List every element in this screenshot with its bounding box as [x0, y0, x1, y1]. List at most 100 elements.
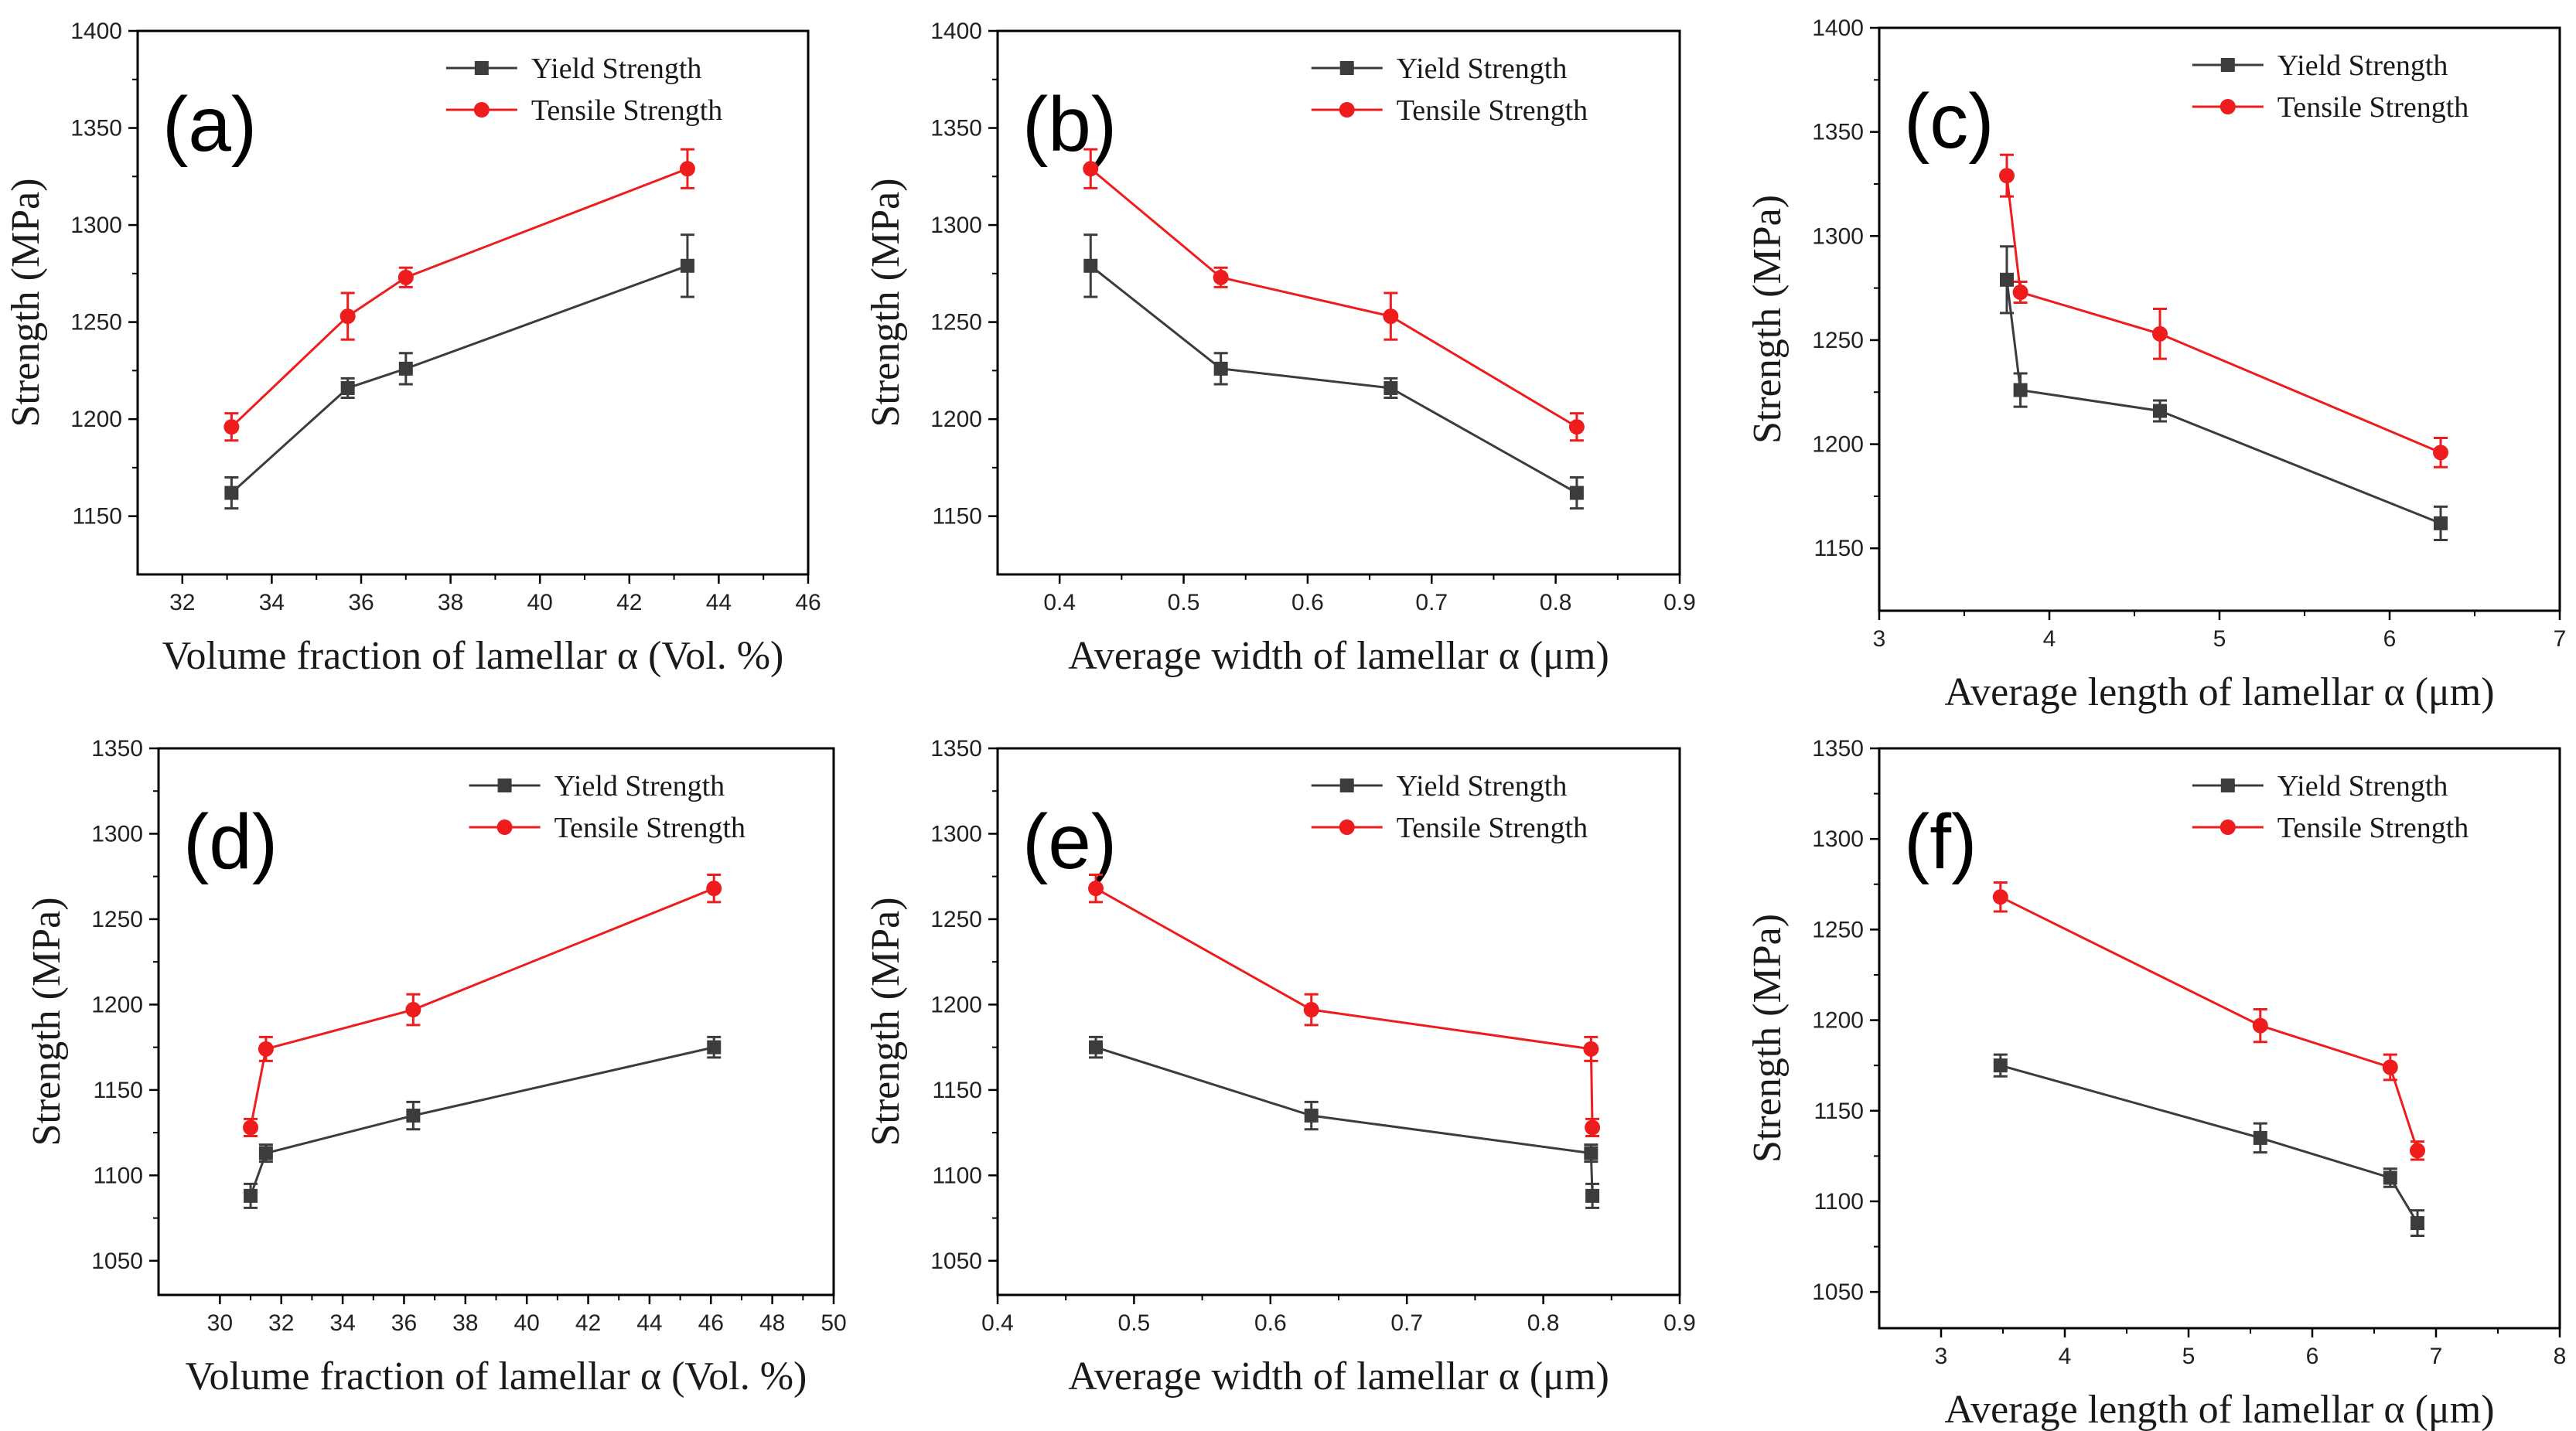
- tensile-point: [1083, 161, 1099, 177]
- x-tick-label: 0.4: [981, 1310, 1014, 1336]
- yield-point: [2000, 272, 2014, 287]
- y-tick-label: 1200: [1812, 1008, 1864, 1034]
- legend-label: Yield Strength: [1397, 53, 1568, 85]
- y-tick-label: 1400: [70, 19, 122, 44]
- legend-label: Tensile Strength: [531, 94, 722, 127]
- x-tick-label: 0.8: [1527, 1310, 1560, 1336]
- x-tick-label: 0.7: [1415, 590, 1448, 615]
- y-axis-title: Strength (MPa): [864, 897, 908, 1146]
- yield-point: [2434, 516, 2448, 530]
- x-tick-label: 0.9: [1663, 1310, 1696, 1336]
- x-axis-title: Volume fraction of lamellar α (Vol. %): [186, 1354, 807, 1399]
- yield-point: [1304, 1109, 1319, 1123]
- x-tick-label: 7: [2554, 626, 2567, 652]
- y-tick-label: 1050: [91, 1249, 143, 1274]
- yield-strength-line: [1090, 264, 1578, 494]
- legend-marker: [2219, 99, 2236, 114]
- yield-point: [2013, 383, 2028, 397]
- y-tick-label: 1350: [1812, 120, 1864, 145]
- y-axis-title: Strength (MPa): [1745, 195, 1790, 444]
- chart-panel-a: 32 34 36 38 40 42 44 46 1150 1200 1250 1300 1350 1400…: [4, 19, 821, 678]
- legend-label: Yield Strength: [531, 53, 702, 85]
- tensile-strength-line: [2000, 895, 2419, 1151]
- x-axis-title: Average width of lamellar α (μm): [1068, 634, 1609, 678]
- y-tick-label: 1350: [930, 736, 982, 761]
- panel-label: (e): [1022, 799, 1117, 885]
- plot-frame: [996, 29, 1681, 576]
- y-tick-label: 1350: [1812, 736, 1864, 761]
- x-tick-label: 44: [636, 1310, 662, 1336]
- tensile-point: [2012, 284, 2028, 300]
- chart-panel-b: 0.4 0.5 0.6 0.7 0.8 0.9 1150 1200 1250 1300 1350 14…: [864, 19, 1696, 678]
- x-tick-label: 0.5: [1168, 590, 1200, 615]
- y-tick-label: 1200: [930, 407, 982, 432]
- y-tick-label: 1100: [932, 1163, 982, 1188]
- x-tick-label: 3: [1873, 626, 1886, 652]
- x-tick-label: 3: [1935, 1344, 1948, 1369]
- y-tick-label: 1050: [930, 1249, 982, 1274]
- y-tick-label: 1300: [1812, 826, 1864, 852]
- y-tick-label: 1250: [930, 907, 982, 932]
- legend-marker: [473, 102, 490, 118]
- x-tick-label: 6: [2306, 1344, 2319, 1369]
- y-tick-label: 1300: [1812, 223, 1864, 249]
- legend-label: Yield Strength: [2277, 49, 2448, 82]
- x-tick-label: 0.8: [1540, 590, 1572, 615]
- yield-point: [398, 361, 413, 376]
- y-tick-label: 1300: [930, 213, 982, 238]
- x-tick-label: 0.6: [1291, 590, 1324, 615]
- tensile-point: [258, 1041, 274, 1057]
- legend-marker: [2220, 779, 2235, 792]
- chart-panel-c: 3 4 5 6 7 1150 1200 1250 1300 1350 1400 Average len…: [1745, 15, 2566, 714]
- x-tick-label: 38: [438, 590, 463, 615]
- x-tick-label: 4: [2043, 626, 2056, 652]
- y-tick-label: 1250: [930, 310, 982, 336]
- y-tick-label: 1200: [930, 992, 982, 1017]
- legend-label: Yield Strength: [1397, 770, 1568, 802]
- tensile-point: [2382, 1059, 2398, 1075]
- tensile-strength-line: [1095, 887, 1594, 1128]
- legend-label: Tensile Strength: [554, 812, 746, 844]
- legend-marker: [1339, 61, 1354, 75]
- x-tick-label: 46: [698, 1310, 724, 1336]
- y-tick-label: 1150: [72, 504, 122, 530]
- y-axis-title: Strength (MPa): [4, 178, 48, 427]
- y-tick-label: 1200: [1812, 432, 1864, 458]
- y-tick-label: 1200: [70, 407, 122, 432]
- legend-label: Tensile Strength: [1397, 812, 1588, 844]
- legend-label: Tensile Strength: [2277, 812, 2469, 844]
- tensile-point: [243, 1119, 259, 1136]
- yield-strength-line: [249, 1046, 715, 1197]
- panel-label: (b): [1022, 81, 1117, 168]
- yield-point: [1993, 1058, 2008, 1073]
- legend-marker: [496, 819, 513, 835]
- tensile-strength-line: [230, 167, 688, 428]
- x-tick-label: 32: [169, 590, 195, 615]
- tensile-point: [1383, 308, 1399, 325]
- legend-label: Tensile Strength: [2277, 91, 2469, 124]
- y-tick-label: 1100: [1813, 1189, 1864, 1215]
- y-tick-label: 1200: [91, 992, 143, 1017]
- yield-strength-line: [230, 264, 688, 494]
- tensile-point: [1992, 889, 2008, 905]
- y-tick-label: 1350: [70, 116, 122, 141]
- yield-point: [1585, 1188, 1600, 1203]
- yield-point: [244, 1188, 258, 1203]
- legend-label: Tensile Strength: [1397, 94, 1588, 127]
- x-tick-label: 30: [207, 1310, 233, 1336]
- y-tick-label: 1150: [93, 1078, 143, 1103]
- tensile-point: [1583, 1041, 1599, 1057]
- x-tick-label: 34: [329, 1310, 355, 1336]
- yield-strength-line: [2005, 279, 2441, 525]
- x-tick-label: 0.7: [1390, 1310, 1423, 1336]
- chart-panel-d: 30 32 34 36 38 40 42 44 46 48 50 1050 1100 1150 1200 12…: [25, 736, 847, 1399]
- y-tick-label: 1400: [1812, 15, 1864, 41]
- x-tick-label: 0.6: [1254, 1310, 1287, 1336]
- tensile-point: [397, 269, 414, 285]
- x-tick-label: 8: [2554, 1344, 2567, 1369]
- x-axis-title: Volume fraction of lamellar α (Vol. %): [162, 634, 784, 678]
- tensile-point: [339, 308, 356, 325]
- legend-marker: [1339, 819, 1355, 835]
- legend-marker: [474, 61, 489, 75]
